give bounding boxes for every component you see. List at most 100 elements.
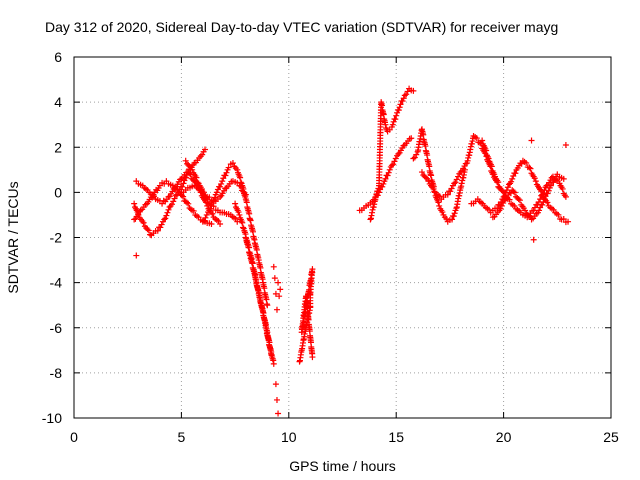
data-point xyxy=(382,121,389,128)
data-point xyxy=(501,189,508,196)
data-point xyxy=(523,159,530,166)
data-point xyxy=(504,184,511,191)
data-point xyxy=(451,180,458,187)
data-point xyxy=(164,209,171,216)
data-point xyxy=(562,141,569,148)
data-point xyxy=(559,185,566,192)
data-point xyxy=(190,207,197,214)
data-point xyxy=(163,212,170,219)
data-point xyxy=(439,209,446,216)
data-point xyxy=(399,98,406,105)
data-point xyxy=(140,219,147,226)
data-point xyxy=(237,174,244,181)
data-point xyxy=(199,218,206,225)
data-point xyxy=(545,187,552,194)
data-point xyxy=(418,169,425,176)
data-point xyxy=(209,210,216,217)
data-point xyxy=(235,209,242,216)
data-point xyxy=(131,216,138,223)
data-point xyxy=(410,155,417,162)
data-point xyxy=(410,87,417,94)
y-tick-label: -8 xyxy=(50,365,63,381)
chart-title: Day 312 of 2020, Sidereal Day-to-day VTE… xyxy=(45,19,558,35)
data-point xyxy=(375,185,382,192)
data-point xyxy=(208,202,215,209)
data-point xyxy=(372,193,379,200)
data-point xyxy=(425,178,432,185)
data-point xyxy=(555,211,562,218)
data-point xyxy=(309,354,316,361)
x-tick-label: 5 xyxy=(178,429,186,445)
data-point xyxy=(495,179,502,186)
y-tick-label: 0 xyxy=(54,184,62,200)
data-point xyxy=(202,146,209,153)
data-point xyxy=(272,290,279,297)
data-point xyxy=(275,410,282,417)
data-point xyxy=(276,293,283,300)
data-point xyxy=(530,236,537,243)
data-point xyxy=(382,175,389,182)
data-point xyxy=(386,166,393,173)
data-point xyxy=(379,183,386,190)
y-tick-label: -6 xyxy=(50,320,63,336)
data-point xyxy=(239,224,246,231)
data-point xyxy=(400,95,407,102)
data-point xyxy=(213,189,220,196)
data-point xyxy=(144,226,151,233)
data-point xyxy=(217,183,224,190)
data-point xyxy=(271,275,278,282)
data-point xyxy=(165,206,172,213)
data-point xyxy=(536,207,543,214)
data-point xyxy=(182,157,189,164)
data-point xyxy=(527,165,534,172)
data-point xyxy=(147,231,154,238)
data-point xyxy=(562,193,569,200)
x-tick-label: 25 xyxy=(603,429,619,445)
data-point xyxy=(179,183,186,190)
data-point xyxy=(237,179,244,186)
data-point xyxy=(436,202,443,209)
x-tick-label: 20 xyxy=(496,429,512,445)
y-tick-label: -10 xyxy=(42,410,62,426)
data-point xyxy=(186,163,193,170)
data-point xyxy=(422,174,429,181)
data-point xyxy=(207,205,214,212)
data-point xyxy=(198,185,205,192)
data-point xyxy=(508,178,515,185)
data-point xyxy=(541,196,548,203)
data-point xyxy=(444,191,451,198)
y-tick-label: 2 xyxy=(54,139,62,155)
data-point xyxy=(131,200,138,207)
data-point xyxy=(223,169,230,176)
data-point xyxy=(165,193,172,200)
data-point xyxy=(189,166,196,173)
data-point xyxy=(236,211,243,218)
data-point xyxy=(373,191,380,198)
data-point xyxy=(270,360,277,367)
data-point xyxy=(455,173,462,180)
data-point xyxy=(384,172,391,179)
data-point xyxy=(203,195,210,202)
data-point xyxy=(447,188,454,195)
data-point xyxy=(392,155,399,162)
data-point xyxy=(512,170,519,177)
data-point xyxy=(161,216,168,223)
data-point xyxy=(232,200,239,207)
data-point xyxy=(172,192,179,199)
data-point xyxy=(204,196,211,203)
data-point xyxy=(270,263,277,270)
data-point xyxy=(133,252,140,259)
x-tick-label: 10 xyxy=(281,429,297,445)
data-point xyxy=(550,179,557,186)
x-tick-label: 15 xyxy=(388,429,404,445)
y-tick-label: -2 xyxy=(50,230,63,246)
data-point xyxy=(401,92,408,99)
grid xyxy=(74,57,611,418)
data-point xyxy=(515,196,522,203)
data-point xyxy=(201,217,208,224)
data-point xyxy=(225,164,232,171)
data-point xyxy=(222,172,229,179)
data-point xyxy=(210,197,217,204)
data-point xyxy=(183,199,190,206)
